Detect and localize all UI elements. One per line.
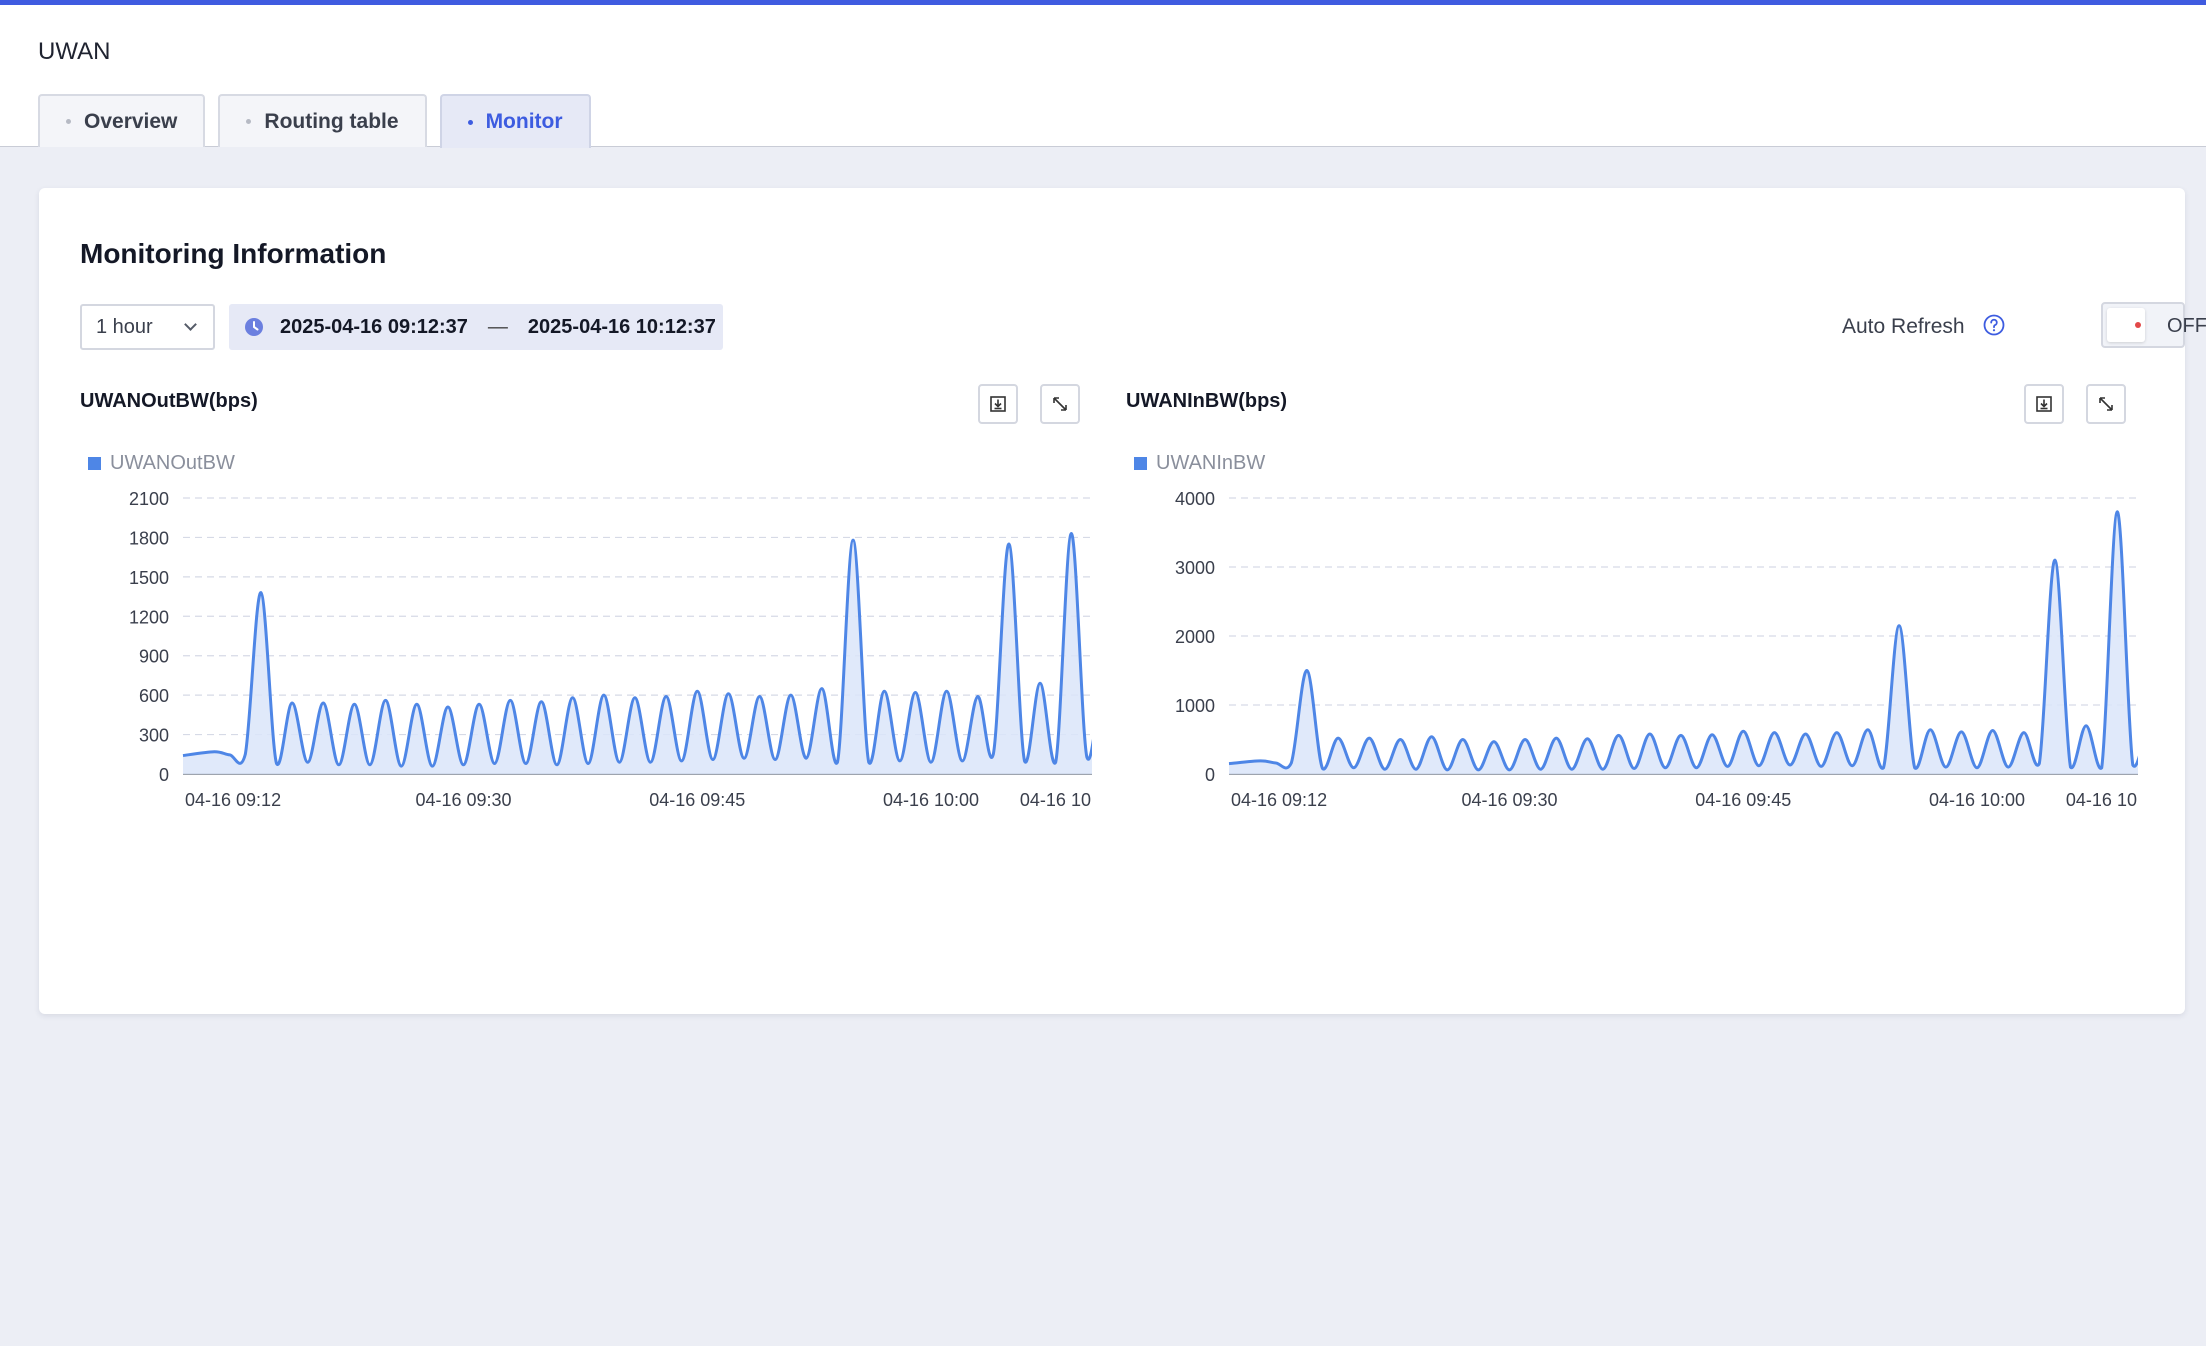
download-button[interactable]: [2024, 384, 2064, 424]
legend-label: UWANInBW: [1156, 452, 1266, 474]
help-icon[interactable]: [1983, 314, 2005, 336]
date-range-end: 2025-04-16 10:12:37: [527, 315, 716, 338]
bandwidth-chart-in: 0 1000 2000 3000 4000 04-16 09:12 04-16 09:30 0…: [1175, 489, 2138, 810]
expand-button[interactable]: [1040, 384, 1080, 424]
x-tick-label: 04-16 09:45: [1695, 790, 1791, 810]
expand-icon: [2099, 397, 2113, 411]
chart-title: UWANInBW(bps): [1126, 390, 1288, 412]
time-range-value: 1 hour: [96, 315, 153, 338]
y-tick-label: 1000: [1175, 696, 1215, 716]
x-tick-label: 04-16 09:12: [185, 790, 281, 810]
toggle-state: OFF: [2167, 315, 2206, 337]
y-tick-label: 900: [139, 647, 169, 667]
chart-panel-out: UWANOutBW(bps) UWANOutBW 0 300 600 900 1200 1…: [80, 384, 1092, 810]
x-tick-label: 04-16 10:12: [2066, 790, 2138, 810]
legend-swatch: [88, 457, 101, 470]
auto-refresh-toggle[interactable]: OFF: [2101, 302, 2206, 348]
x-tick-label: 04-16 10:12: [1020, 790, 1092, 810]
expand-icon: [1053, 397, 1067, 411]
chart-legend[interactable]: UWANInBW: [1134, 452, 1265, 475]
x-tick-label: 04-16 09:30: [415, 790, 511, 810]
series-line: [1228, 510, 2138, 772]
y-tick-label: 0: [1205, 765, 1215, 785]
series-area: [1229, 511, 2138, 774]
x-tick-label: 04-16 09:45: [649, 790, 745, 810]
y-tick-label: 0: [159, 765, 169, 785]
x-tick-label: 04-16 09:30: [1461, 790, 1557, 810]
toggle-knob: [2107, 308, 2145, 342]
tab-dot: [66, 119, 71, 124]
x-tick-label: 04-16 10:00: [883, 790, 979, 810]
x-tick-label: 04-16 09:12: [1231, 790, 1327, 810]
download-icon: [2036, 396, 2052, 412]
tab-monitor[interactable]: Monitor: [439, 94, 591, 148]
auto-refresh-label: Auto Refresh: [1842, 315, 1965, 338]
tab-routing-table[interactable]: Routing table: [218, 94, 427, 147]
chevron-down-icon: [184, 318, 197, 331]
chart-panel-in: UWANInBW(bps) UWANInBW 0 1000 2000 3000 4000…: [1126, 384, 2138, 810]
page-title: UWAN: [38, 38, 111, 65]
y-tick-label: 2000: [1175, 627, 1215, 647]
top-accent-bar: [0, 0, 2206, 5]
chart-legend[interactable]: UWANOutBW: [88, 452, 235, 475]
legend-swatch: [1134, 457, 1147, 470]
tab-label: Monitor: [485, 110, 563, 133]
tab-label: Routing table: [264, 109, 399, 133]
date-range-picker[interactable]: 2025-04-16 09:12:37 — 2025-04-16 10:12:3…: [229, 304, 723, 350]
y-tick-label: 2100: [129, 489, 169, 509]
bandwidth-chart-out: 0 300 600 900 1200 1500 1800 2100 04-16 09:12 04-…: [129, 489, 1092, 810]
date-range-start: 2025-04-16 09:12:37: [280, 315, 468, 338]
x-tick-label: 04-16 10:00: [1929, 790, 2025, 810]
y-tick-label: 1500: [129, 568, 169, 588]
time-range-select[interactable]: 1 hour: [80, 304, 215, 350]
series-line: [182, 531, 1092, 768]
y-tick-label: 1200: [129, 607, 169, 627]
download-button[interactable]: [978, 384, 1018, 424]
tab-bar: Overview Routing table Monitor: [38, 94, 604, 148]
y-tick-label: 4000: [1175, 489, 1215, 509]
y-tick-label: 1800: [129, 528, 169, 548]
y-tick-label: 600: [139, 686, 169, 706]
tab-label: Overview: [84, 109, 178, 133]
download-icon: [990, 396, 1006, 412]
tab-overview[interactable]: Overview: [38, 94, 206, 147]
clock-icon: [245, 318, 263, 336]
monitoring-card: Monitoring Information 1 hour 2025-04-16…: [39, 188, 2206, 1014]
y-tick-label: 3000: [1175, 558, 1215, 578]
tab-dot: [467, 119, 473, 125]
chart-title: UWANOutBW(bps): [80, 390, 258, 412]
tab-dot: [246, 119, 252, 124]
page-header: UWAN Overview Routing table Monitor: [0, 5, 2206, 148]
date-range-separator: —: [487, 315, 508, 338]
legend-label: UWANOutBW: [110, 452, 235, 474]
section-title: Monitoring Information: [80, 238, 387, 269]
y-tick-label: 300: [139, 726, 169, 746]
expand-button[interactable]: [2086, 384, 2126, 424]
